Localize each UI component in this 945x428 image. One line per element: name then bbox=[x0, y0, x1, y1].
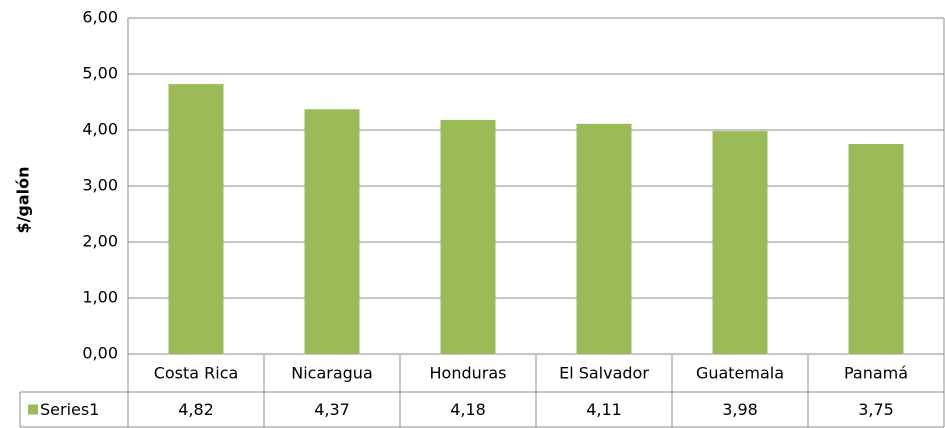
table-value: 4,82 bbox=[178, 400, 214, 419]
x-tick-label: El Salvador bbox=[559, 364, 649, 383]
y-tick-label: 6,00 bbox=[82, 8, 118, 27]
y-tick-label: 2,00 bbox=[82, 232, 118, 251]
bar bbox=[440, 119, 496, 354]
y-tick-label: 1,00 bbox=[82, 288, 118, 307]
bar bbox=[848, 144, 904, 354]
table-value: 4,11 bbox=[586, 400, 622, 419]
y-tick-label: 5,00 bbox=[82, 64, 118, 83]
x-tick-label: Panamá bbox=[844, 364, 908, 383]
x-tick-label: Nicaragua bbox=[291, 364, 373, 383]
y-tick-label: 3,00 bbox=[82, 176, 118, 195]
table-value: 3,98 bbox=[722, 400, 758, 419]
y-axis-label: $/galón bbox=[14, 166, 33, 233]
y-tick-label: 4,00 bbox=[82, 120, 118, 139]
bar bbox=[168, 84, 224, 354]
bar bbox=[576, 123, 632, 354]
x-tick-label: Guatemala bbox=[696, 364, 784, 383]
table-value: 4,18 bbox=[450, 400, 486, 419]
table-value: 3,75 bbox=[858, 400, 894, 419]
x-tick-label: Honduras bbox=[430, 364, 507, 383]
bar bbox=[304, 109, 360, 354]
bar bbox=[712, 131, 768, 354]
legend-swatch bbox=[28, 404, 38, 415]
legend-label: Series1 bbox=[40, 400, 99, 419]
y-tick-label: 0,00 bbox=[82, 344, 118, 363]
x-tick-label: Costa Rica bbox=[154, 364, 239, 383]
table-value: 4,37 bbox=[314, 400, 350, 419]
